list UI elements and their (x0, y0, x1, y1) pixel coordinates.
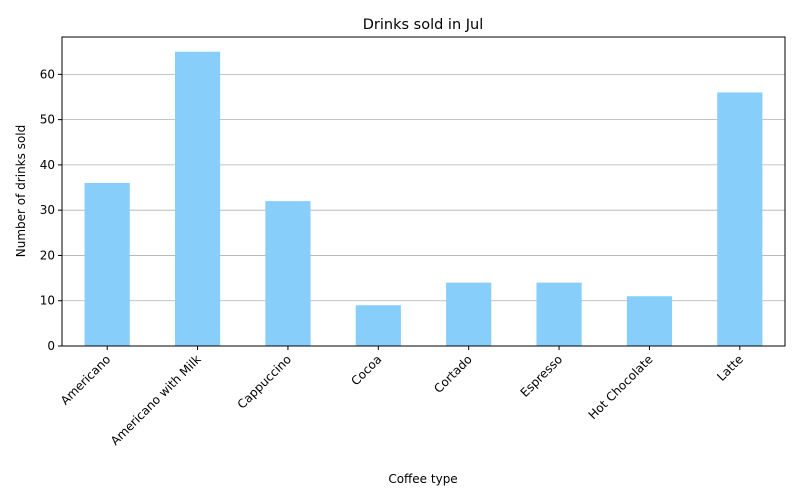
y-ticks: 0 10 20 30 40 50 60 (40, 67, 62, 353)
bar-cocoa (355, 305, 401, 346)
x-tick-label: Americano (58, 352, 113, 407)
y-tick-label: 20 (40, 248, 55, 262)
y-tick-label: 0 (47, 339, 55, 353)
y-tick-label: 60 (40, 67, 55, 81)
y-tick-label: 10 (40, 294, 55, 308)
grid-lines (62, 73, 785, 347)
bar-cappuccino (265, 201, 311, 346)
y-tick-label: 30 (40, 203, 55, 217)
y-tick-label: 50 (40, 113, 55, 127)
x-tick-label: Cocoa (348, 352, 384, 388)
bars (84, 51, 763, 346)
x-axis-label: Coffee type (388, 472, 457, 486)
bar-espresso (536, 282, 582, 346)
bar-americano-with-milk (174, 51, 221, 346)
x-tick-label: Cappuccino (235, 352, 294, 411)
plot-frame (61, 36, 786, 347)
x-tick-label: Cortado (431, 352, 475, 396)
chart-title: Drinks sold in Jul (363, 17, 484, 33)
x-tick-label: Latte (714, 352, 746, 384)
x-tick-label: Hot Chocolate (586, 352, 656, 422)
y-tick-label: 40 (40, 158, 55, 172)
x-tick-label: Americano with Milk (108, 352, 204, 448)
y-axis-label: Number of drinks sold (14, 125, 28, 257)
x-tick-label: Espresso (518, 352, 566, 400)
bar-hot-chocolate (626, 296, 673, 346)
bar-latte (717, 92, 763, 346)
bar-americano (84, 183, 130, 346)
bar-cortado (446, 282, 492, 346)
